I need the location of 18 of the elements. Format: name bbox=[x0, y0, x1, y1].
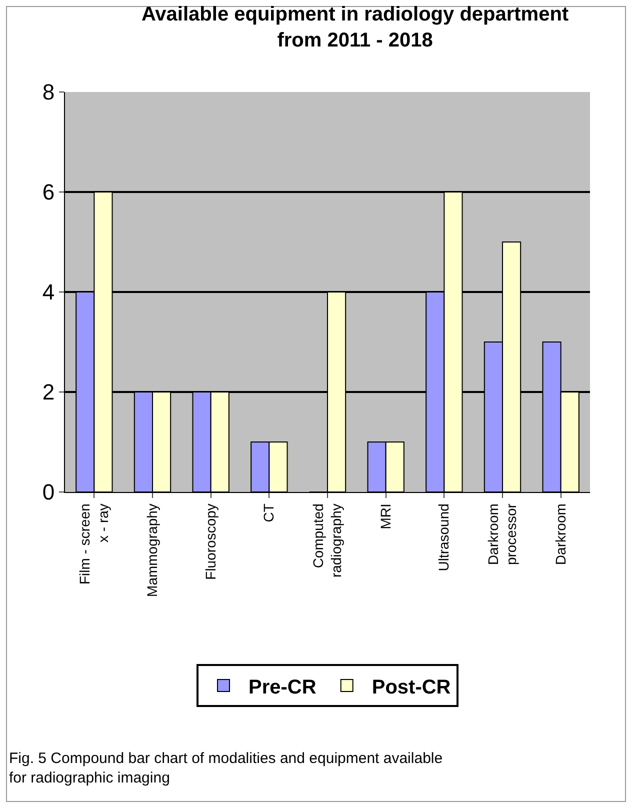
y-tick-label: 6 bbox=[42, 180, 55, 205]
y-tick-label: 4 bbox=[42, 280, 55, 305]
x-tick-label: Computed radiography bbox=[310, 504, 344, 578]
x-tick-label: Mammography bbox=[144, 504, 160, 597]
x-tick-label: Fluoroscopy bbox=[202, 504, 218, 580]
x-tick-label: Darkroom bbox=[552, 504, 568, 566]
y-tick-label: 8 bbox=[42, 80, 55, 105]
legend-label: Post-CR bbox=[372, 676, 452, 698]
x-tick-label: Film - screen x - ray bbox=[76, 504, 111, 585]
y-tick-label: 0 bbox=[42, 480, 55, 505]
x-tick-label: Ultrasound bbox=[436, 504, 452, 572]
x-tick-label: CT bbox=[260, 503, 277, 522]
caption: Fig. 5 Compound bar chart of modalities and equipment available for radiographic imaging bbox=[9, 750, 443, 786]
y-tick-label: 2 bbox=[42, 380, 55, 405]
x-tick-label: Darkroom processor bbox=[484, 503, 520, 566]
legend-label: Pre-CR bbox=[248, 676, 317, 698]
chart-title: Available equipment in radiology department from 2011 - 2018 bbox=[141, 3, 569, 52]
x-tick-label: MRI bbox=[377, 504, 394, 530]
